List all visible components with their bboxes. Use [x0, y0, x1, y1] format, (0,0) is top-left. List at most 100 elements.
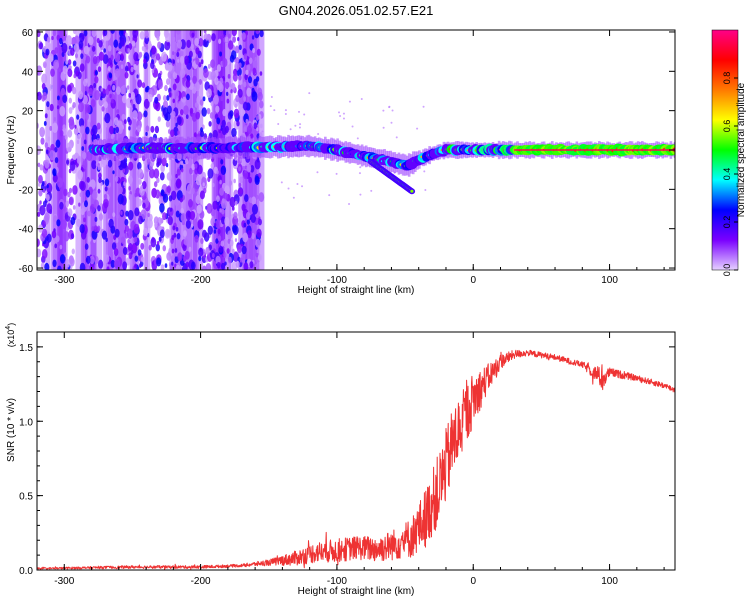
x-tick-label: -300: [54, 275, 74, 286]
noise-dot: [176, 232, 181, 240]
snr-series-line: [37, 349, 675, 570]
noise-dot: [238, 74, 242, 81]
noise-dot: [138, 263, 142, 268]
noise-dot: [241, 252, 246, 260]
noise-dot: [56, 177, 63, 188]
noise-dot: [127, 116, 131, 123]
noise-dot: [166, 185, 172, 194]
noise-dot: [277, 123, 280, 126]
noise-dot: [203, 30, 207, 34]
noise-dot: [219, 30, 224, 37]
noise-dot: [235, 94, 240, 103]
noise-dot: [238, 62, 242, 68]
noise-dot: [210, 101, 214, 107]
noise-dot: [423, 170, 426, 173]
noise-dot: [92, 190, 98, 200]
noise-dot: [127, 210, 134, 221]
noise-dot: [121, 159, 127, 169]
noise-dot: [120, 210, 123, 215]
noise-dot: [68, 107, 73, 114]
noise-dot: [186, 93, 190, 101]
noise-dot: [130, 66, 134, 73]
noise-dot: [79, 262, 86, 270]
noise-dot: [202, 96, 206, 102]
noise-dot: [190, 261, 196, 270]
noise-dot: [59, 129, 64, 137]
noise-dot: [183, 238, 188, 246]
noise-dot: [182, 96, 186, 103]
noise-dot: [65, 258, 71, 268]
noise-dot: [210, 59, 216, 69]
noise-dot: [188, 246, 192, 252]
noise-dot: [220, 262, 226, 270]
noise-dot: [137, 168, 144, 179]
noise-dot: [177, 58, 180, 63]
noise-dot: [44, 212, 50, 222]
noise-dot: [166, 41, 170, 46]
noise-dot: [154, 125, 160, 134]
noise-dot: [124, 71, 129, 79]
spectrogram-y-axis: 60 40 20 0 -20 -40 -60: [19, 28, 675, 275]
noise-dot: [370, 189, 373, 192]
noise-dot: [176, 116, 182, 125]
noise-dot: [256, 48, 261, 56]
noise-dot: [39, 205, 46, 216]
noise-dot: [91, 45, 96, 52]
noise-dot: [195, 111, 201, 120]
noise-dot: [201, 107, 207, 117]
noise-dot: [200, 237, 204, 245]
noise-dot: [172, 98, 176, 104]
noise-dot: [162, 212, 167, 221]
noise-dot: [133, 51, 139, 62]
noise-dot: [76, 114, 80, 120]
noise-dot: [42, 61, 47, 69]
noise-dot: [235, 260, 240, 268]
noise-dot: [237, 88, 243, 98]
noise-dot: [39, 164, 44, 171]
noise-dot: [47, 43, 53, 52]
noise-dot: [103, 30, 108, 37]
noise-dot: [127, 238, 131, 245]
noise-dot: [358, 172, 361, 175]
noise-dot: [187, 198, 193, 208]
noise-dot: [243, 81, 247, 88]
noise-dot: [130, 249, 134, 255]
x-tick-label: -100: [327, 275, 347, 286]
noise-dot: [114, 175, 119, 183]
noise-dot: [294, 124, 297, 127]
noise-dot: [177, 101, 184, 112]
snr-scale-factor: (x104): [5, 323, 16, 347]
noise-dot: [58, 68, 61, 73]
noise-dot: [219, 179, 222, 185]
noise-dot: [166, 78, 170, 84]
noise-dot: [212, 182, 215, 188]
noise-dot: [49, 84, 54, 91]
noise-dot: [85, 126, 90, 135]
noise-dot: [124, 65, 129, 72]
noise-dot: [222, 238, 228, 248]
noise-dot: [382, 126, 385, 129]
noise-dot: [123, 119, 127, 125]
noise-dot: [172, 59, 175, 64]
noise-dot: [211, 71, 214, 76]
noise-dot: [89, 50, 93, 57]
noise-dot: [97, 225, 101, 232]
noise-dot: [227, 33, 231, 39]
noise-dot: [56, 34, 60, 41]
noise-dot: [116, 109, 120, 114]
noise-dot: [214, 222, 217, 227]
noise-dot: [46, 101, 50, 108]
noise-dot: [150, 237, 157, 248]
noise-dot: [135, 93, 142, 105]
noise-dot: [52, 173, 58, 183]
noise-dot: [202, 265, 207, 270]
noise-dot: [221, 208, 225, 215]
y-tick-label: 1.0: [19, 417, 33, 428]
noise-dot: [241, 245, 247, 255]
y-tick-label: -40: [19, 225, 34, 236]
noise-dot: [66, 35, 73, 46]
noise-dot: [210, 162, 214, 169]
noise-dot: [238, 166, 242, 172]
noise-dot: [299, 123, 302, 126]
noise-dot: [37, 162, 41, 168]
